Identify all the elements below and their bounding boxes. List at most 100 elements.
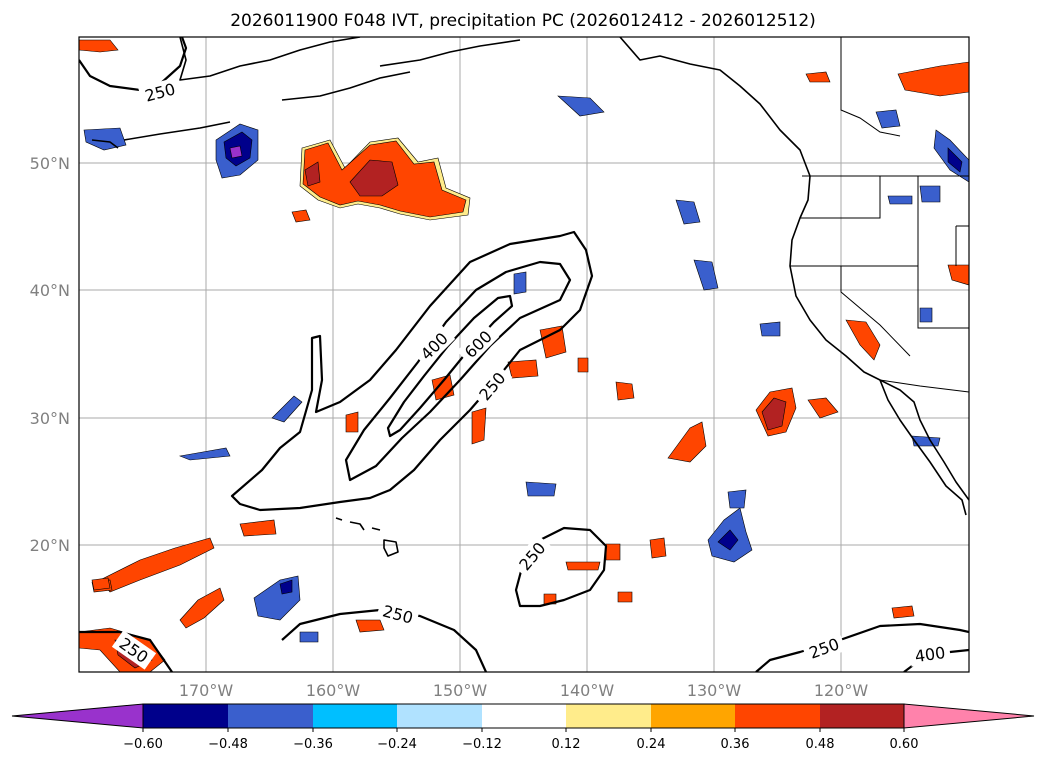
precip-region-east-north-c <box>919 185 941 203</box>
coastline-hawaii <box>335 517 399 557</box>
precip-region-36n-127w <box>759 321 781 337</box>
colorbar-tick-label-3: −0.36 <box>293 737 333 752</box>
precip-region-small-15n <box>617 591 633 603</box>
colorbar-bin-3 <box>313 704 397 728</box>
precip-region-30n-120w <box>807 397 839 419</box>
colorbar-ticks <box>142 728 905 732</box>
precip-region-25n-130w <box>727 489 747 509</box>
precip-region-30n-125w-core <box>761 397 787 431</box>
precip-region-lower-left-2 <box>179 587 225 629</box>
lat-label-40n: 40°N <box>30 281 70 300</box>
lat-label-20n: 20°N <box>30 536 70 555</box>
precip-region-41n-130w <box>693 259 719 291</box>
precip-region-16n-165w-core <box>279 579 293 595</box>
border-alaska-canada <box>840 37 901 137</box>
colorbar-bin-7 <box>651 704 735 728</box>
precip-region-north-pacific <box>299 137 471 221</box>
colorbar-tick-label-2: −0.48 <box>208 737 248 752</box>
lon-label-130w: 130°W <box>687 681 742 700</box>
precip-region-along-ar-1 <box>539 325 567 359</box>
precip-region-18n-140w <box>565 561 601 571</box>
precip-region-small-19n <box>649 537 667 559</box>
precip-region-east-48n <box>887 195 913 205</box>
figure-title: 2026011900 F048 IVT, precipitation PC (2… <box>230 11 816 31</box>
precip-region-small-20n <box>605 543 621 561</box>
colorbar-bin-6 <box>566 704 651 728</box>
precip-region-31n-163w <box>271 395 303 423</box>
precip-region-52n-172w-center <box>229 145 243 159</box>
gridlines <box>79 37 969 672</box>
colorbar-bin-8 <box>735 704 820 728</box>
precip-region-small-17n <box>91 577 111 591</box>
lon-label-140w: 140°W <box>560 681 615 700</box>
political-borders <box>790 37 969 393</box>
map-frame <box>78 36 970 673</box>
colorbar-tick-label-6: 0.12 <box>552 737 581 752</box>
lon-label-160w: 160°W <box>306 681 361 700</box>
coastlines <box>91 37 969 557</box>
precip-region-top-left <box>79 39 119 53</box>
precip-region-east-north-b <box>875 109 901 129</box>
precip-region-small-14n-160w <box>355 619 385 633</box>
coastline-alaska <box>123 37 811 177</box>
precip-region-lower-left-3 <box>239 519 277 537</box>
colorbar-bin-1 <box>143 704 228 728</box>
lon-label-170w: 170°W <box>179 681 234 700</box>
contour-label-400-southeast: 400 <box>914 643 947 666</box>
lat-label-50n: 50°N <box>30 154 70 173</box>
ivt-contour-250-ar <box>230 230 594 512</box>
colorbar-frame <box>142 703 905 729</box>
precip-region-along-ar-3 <box>507 359 539 379</box>
precip-region-along-ar-4 <box>471 407 487 445</box>
coastline-aleutian <box>91 139 119 149</box>
colorbar-bin-9 <box>820 704 904 728</box>
precip-region-california <box>845 319 881 361</box>
ivt-contour-400-ar <box>344 260 572 482</box>
colorbar-bin-4 <box>397 704 482 728</box>
border-ca-nv <box>840 266 911 357</box>
precip-region-22n-129w-core <box>717 529 739 551</box>
colorbar-tick-label-4: −0.24 <box>377 737 417 752</box>
precip-region-east-36n <box>919 307 933 323</box>
precip-region-east-27n <box>911 435 941 447</box>
precip-positive-regions <box>79 39 969 672</box>
longitude-labels: 170°W 160°W 150°W 140°W 130°W 120°W <box>179 681 869 700</box>
ivt-contour-250-southeast <box>755 622 969 672</box>
precip-region-52n-177w <box>83 127 127 151</box>
coastline-bc-us-west <box>789 175 969 501</box>
border-nv-az <box>917 266 969 329</box>
border-us-mexico <box>879 379 969 393</box>
colorbar-tick-label-1: −0.60 <box>123 737 163 752</box>
colorbar-tick-label-9: 0.48 <box>806 737 835 752</box>
precip-region-top-right <box>897 61 969 97</box>
map-panel: 250 400 600 250 250 250 250 250 400 <box>78 36 970 673</box>
precip-region-39n-145w <box>513 271 527 295</box>
precip-region-small-33n <box>345 411 359 433</box>
precip-region-small-15n-b <box>543 593 557 605</box>
colorbar-extend-max <box>903 703 1035 729</box>
lon-label-150w: 150°W <box>433 681 488 700</box>
latitude-labels: 50°N 40°N 30°N 20°N <box>30 154 70 555</box>
precip-region-small-31n <box>615 381 635 401</box>
colorbar: −0.60 −0.48 −0.36 −0.24 −0.12 0.12 0.24 … <box>11 703 1035 752</box>
colorbar-bin-5 <box>482 704 566 728</box>
precip-region-north-center <box>557 95 605 117</box>
precip-region-small-55n <box>805 71 831 83</box>
precip-region-small-34n <box>577 357 589 373</box>
lat-label-30n: 30°N <box>30 409 70 428</box>
colorbar-extend-min <box>11 703 144 729</box>
precip-region-lower-left-1 <box>99 537 215 593</box>
precip-region-small-13n-east <box>891 605 915 619</box>
precip-region-east-north-a-core <box>947 147 963 173</box>
border-wa-or <box>800 176 881 219</box>
lon-label-120w: 120°W <box>814 681 869 700</box>
precip-negative-regions <box>83 95 969 643</box>
colorbar-bin-2 <box>228 704 313 728</box>
colorbar-tick-label-5: −0.12 <box>462 737 502 752</box>
precip-region-small-45n <box>291 209 311 223</box>
map-background <box>79 37 969 672</box>
precip-region-25n-144w <box>525 481 557 497</box>
precip-region-hawaii-east <box>667 421 707 463</box>
coastline-baja <box>879 379 967 516</box>
precip-region-46n-131w <box>675 199 701 225</box>
